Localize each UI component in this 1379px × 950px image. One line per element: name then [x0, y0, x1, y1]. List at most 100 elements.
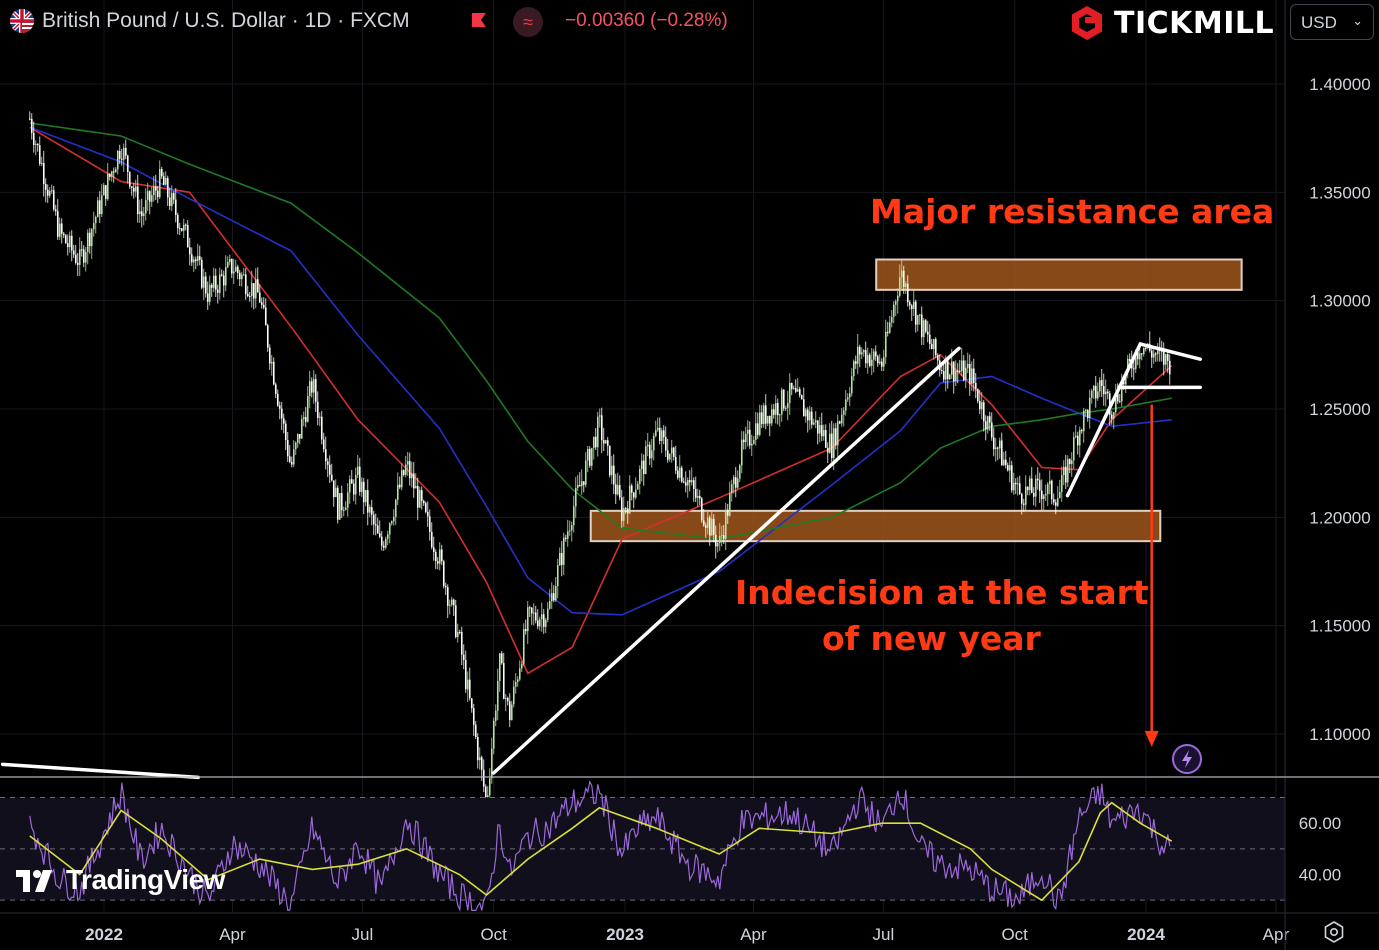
candle-body [674, 456, 677, 471]
candle-body [622, 508, 625, 521]
rsi-pane [0, 780, 1285, 913]
candle-body [708, 517, 711, 536]
candle-body [398, 484, 401, 488]
candle-body [820, 425, 823, 437]
candle-body [1058, 492, 1061, 499]
target-arrow-head [1144, 730, 1159, 747]
candle-body [94, 217, 97, 224]
candle-body [566, 531, 569, 539]
candle-body [1078, 429, 1081, 446]
candle-body [1082, 410, 1085, 432]
candle-body [632, 492, 635, 498]
candle-body [32, 132, 35, 145]
candle-body [804, 409, 807, 417]
candle-body [108, 173, 111, 177]
candle-body [268, 347, 271, 364]
candle-body [550, 593, 553, 602]
candle-body [322, 439, 325, 450]
candle-body [362, 481, 365, 503]
candle-body [640, 460, 643, 469]
candle-body [836, 421, 839, 446]
candle-body [940, 370, 943, 372]
candle-body [1092, 385, 1095, 391]
candle-body [930, 343, 933, 350]
candle-body [64, 235, 67, 244]
candle-body [950, 361, 953, 375]
candle-body [656, 427, 659, 431]
candle-body [538, 619, 541, 627]
candle-body [1134, 352, 1137, 369]
candle-body [448, 604, 451, 606]
candle-body [110, 171, 113, 177]
candle-body [414, 485, 417, 489]
candle-body [136, 186, 139, 215]
candle-body [1056, 498, 1059, 506]
candle-body [516, 679, 519, 682]
candle-body [156, 190, 159, 198]
symbol-title[interactable]: British Pound / U.S. Dollar · 1D · FXCM [42, 9, 410, 32]
candle-body [384, 538, 387, 548]
candle-body [978, 401, 981, 410]
x-tick-oct: Oct [1001, 925, 1028, 944]
candle-body [642, 460, 645, 475]
candle-body [592, 436, 595, 448]
candle-body [420, 490, 423, 501]
candle-body [1042, 495, 1045, 499]
candle-body [178, 228, 181, 230]
candle-body [140, 211, 143, 217]
brand-name: TICKMILL [1114, 5, 1275, 41]
candle-body [790, 382, 793, 389]
candle-body [722, 535, 725, 539]
candle-body [1102, 385, 1105, 395]
candle-body [308, 381, 311, 397]
candle-body [144, 200, 147, 214]
candle-body [780, 389, 783, 415]
candle-body [792, 387, 795, 389]
candle-body [672, 447, 675, 457]
candle-body [694, 488, 697, 498]
settings-gear-icon[interactable] [1322, 920, 1346, 944]
candle-body [856, 346, 859, 364]
candle-body [756, 423, 759, 435]
tickmill-logo-icon [1072, 6, 1102, 40]
candle-body [530, 607, 533, 614]
candle-body [150, 195, 153, 202]
candle-body [1166, 354, 1169, 361]
currency-value: USD [1301, 13, 1337, 32]
candle-body [556, 565, 559, 586]
candle-body [1052, 499, 1055, 503]
candle-body [214, 275, 217, 290]
candle-body [578, 484, 581, 487]
candle-body [112, 171, 115, 173]
candle-body [166, 178, 169, 198]
candle-body [720, 535, 723, 537]
currency-select[interactable]: USD ⌄ [1290, 4, 1374, 40]
candle-body [380, 536, 383, 546]
candle-body [886, 331, 889, 333]
candle-body [558, 553, 561, 566]
candle-body [1006, 465, 1009, 471]
candle-body [36, 143, 39, 146]
candle-body [540, 614, 543, 620]
candle-body [670, 447, 673, 454]
candle-body [374, 524, 377, 526]
candle-body [906, 283, 909, 303]
candle-body [770, 409, 773, 424]
candle-body [1062, 466, 1065, 476]
flag-marker-icon[interactable] [470, 12, 488, 30]
indicator-wave-icon[interactable]: ≈ [513, 7, 543, 37]
candle-body [788, 382, 791, 403]
candle-body [1116, 392, 1119, 402]
candle-body [238, 272, 241, 280]
candle-body [712, 518, 715, 535]
candle-body [312, 379, 315, 393]
trendline-0 [491, 346, 961, 775]
candle-body [314, 379, 317, 402]
candle-body [600, 415, 603, 441]
candle-body [802, 399, 805, 417]
candle-body [666, 450, 669, 460]
candle-body [294, 442, 297, 450]
candle-body [800, 395, 803, 400]
candle-body [650, 450, 653, 459]
